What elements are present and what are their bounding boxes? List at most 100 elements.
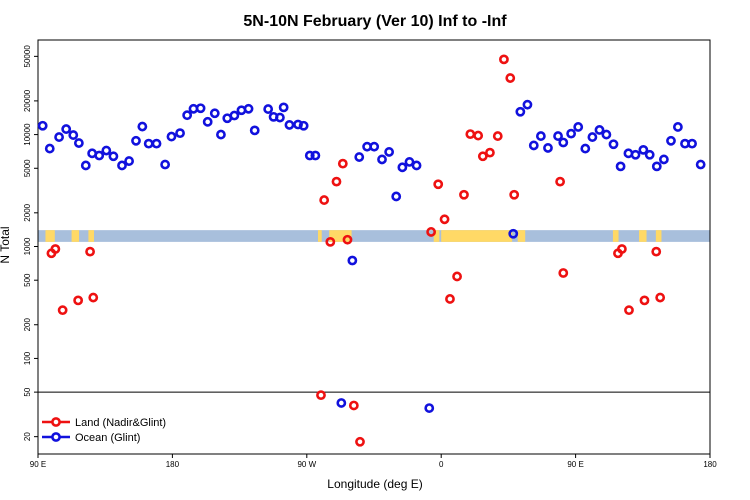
ocean-point: [573, 122, 584, 132]
land-point: [492, 131, 503, 141]
y-tick-label: 5000: [23, 159, 32, 177]
ocean-point: [336, 398, 347, 408]
land-point: [50, 244, 61, 254]
ocean-point: [558, 137, 569, 148]
y-tick-label: 20: [23, 432, 32, 441]
data-points: [37, 54, 706, 447]
ocean-point: [553, 131, 563, 141]
y-tick-label: 100: [23, 351, 32, 365]
ocean-point: [384, 147, 395, 157]
ocean-point: [293, 119, 303, 130]
ocean-point: [54, 132, 64, 142]
land-point: [655, 292, 666, 303]
x-tick-label: 90 W: [297, 460, 316, 469]
ocean-point: [80, 160, 91, 171]
ocean-point: [397, 162, 408, 173]
ocean-point: [73, 138, 84, 148]
ocean-point: [202, 116, 213, 127]
land-segment: [612, 230, 619, 242]
y-tick-label: 20000: [23, 89, 32, 112]
land-point: [433, 179, 444, 190]
y-tick-label: 50000: [23, 45, 32, 68]
land-point: [624, 305, 634, 316]
land-point: [558, 268, 569, 278]
land-point: [459, 189, 469, 200]
ocean-point: [424, 403, 435, 413]
legend-marker-land: [51, 417, 61, 427]
land-segment: [71, 230, 80, 242]
ocean-point: [543, 143, 553, 153]
ocean-point: [404, 157, 415, 167]
land-segment: [45, 230, 55, 242]
land-point: [57, 305, 68, 316]
ocean-point: [131, 135, 141, 146]
land-point: [452, 271, 462, 282]
land-point: [639, 295, 650, 306]
y-tick-label: 1000: [23, 237, 32, 255]
ocean-point: [687, 138, 697, 149]
land-point: [73, 295, 84, 306]
y-tick-label: 50: [23, 387, 32, 396]
x-axis: 90 E 180 90 W 0 90 E 180: [30, 454, 717, 469]
ocean-point: [284, 120, 295, 130]
ocean-point: [695, 159, 706, 170]
ocean-point: [304, 150, 315, 161]
ocean-point: [672, 122, 683, 132]
ocean-point: [143, 138, 154, 149]
land-point: [445, 294, 455, 304]
land-point: [616, 244, 627, 254]
ocean-point: [124, 156, 134, 166]
ocean-point: [137, 121, 148, 132]
ocean-point: [166, 131, 177, 142]
ocean-point: [209, 108, 220, 119]
ocean-point: [580, 143, 591, 154]
land-point: [426, 227, 437, 237]
ocean-point: [644, 149, 655, 160]
ocean-point: [347, 255, 358, 266]
ocean-point: [601, 129, 612, 140]
x-tick-label: 180: [703, 460, 717, 469]
ocean-point: [630, 149, 641, 160]
ocean-point: [37, 120, 48, 131]
land-segment: [655, 230, 662, 242]
ocean-point: [263, 104, 274, 114]
ocean-point: [195, 103, 206, 114]
ocean-point: [278, 102, 289, 113]
land-segment: [517, 230, 526, 242]
ocean-point: [515, 106, 526, 117]
land-segment: [639, 230, 647, 242]
ocean-point: [108, 151, 119, 162]
legend: Land (Nadir&Glint) Ocean (Glint): [42, 417, 166, 444]
ocean-point: [411, 160, 422, 171]
ocean-point: [666, 135, 676, 146]
land-point: [331, 176, 342, 187]
y-tick-label: 10000: [23, 123, 32, 146]
land-point: [505, 73, 516, 83]
x-tick-label: 90 E: [30, 460, 46, 469]
ocean-point: [587, 132, 598, 142]
ocean-point: [377, 154, 387, 165]
ocean-point: [243, 103, 254, 114]
map-strip: [38, 230, 710, 242]
land-point: [473, 130, 484, 141]
ocean-point: [216, 129, 226, 140]
ocean-point: [61, 124, 72, 134]
land-segment: [88, 230, 94, 242]
ocean-point: [594, 125, 605, 135]
x-tick-label: 180: [166, 460, 180, 469]
land-point: [88, 292, 99, 303]
ocean-point: [175, 128, 185, 139]
ocean-point: [508, 228, 519, 239]
x-axis-label: Longitude (deg E): [327, 477, 422, 491]
y-tick-label: 200: [23, 318, 32, 332]
land-point: [485, 147, 495, 158]
land-point: [319, 195, 330, 205]
chart-title: 5N-10N February (Ver 10) Inf to -Inf: [243, 13, 507, 30]
ocean-point: [182, 110, 193, 121]
land-point: [325, 236, 336, 247]
land-point: [651, 246, 662, 257]
land-point: [316, 390, 326, 401]
y-axis: 20 50 100 200 500 1000 2000 5000 10000 20000 50000: [23, 45, 38, 441]
ocean-point: [651, 161, 662, 172]
ocean-point: [638, 144, 649, 155]
